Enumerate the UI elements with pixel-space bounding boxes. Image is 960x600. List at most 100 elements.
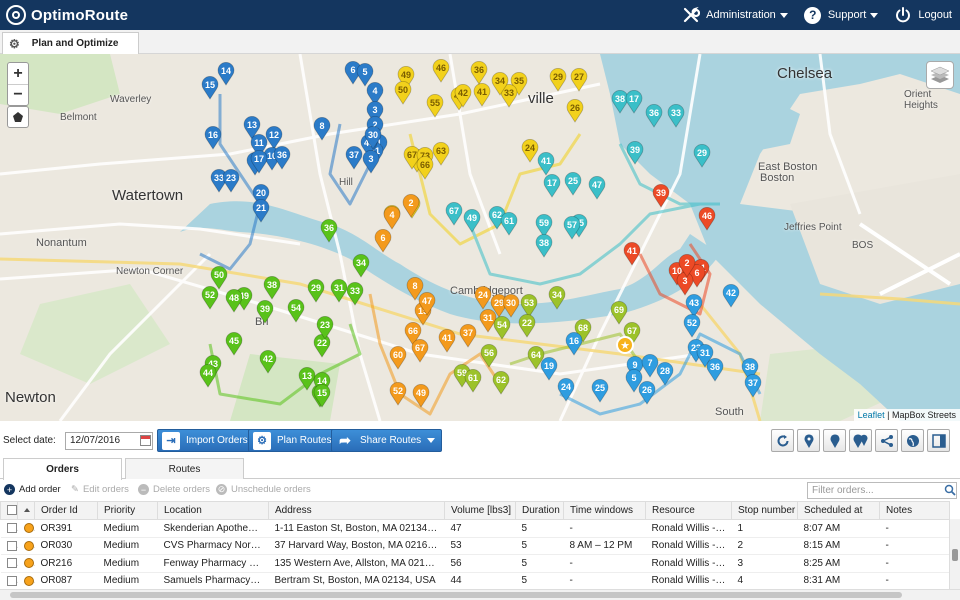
route-stop-marker[interactable]: 33 [500,84,518,108]
route-stop-marker[interactable]: 36 [273,146,291,170]
route-stop-marker[interactable]: 8 [406,277,424,301]
route-stop-marker[interactable]: 29 [693,144,711,168]
route-stop-marker[interactable]: 62 [492,371,510,395]
route-stop-marker[interactable]: 15 [313,384,331,408]
column-header[interactable]: Location [157,501,269,520]
select-all-checkbox[interactable] [0,501,18,520]
route-stop-marker[interactable]: 27 [570,68,588,92]
route-stop-marker[interactable]: 14 [217,62,235,86]
route-stop-marker[interactable]: 5 [356,63,374,87]
route-stop-marker[interactable]: 61 [500,212,518,236]
route-stop-marker[interactable]: 26 [638,381,656,405]
leaflet-link[interactable]: Leaflet [857,410,885,420]
filter-orders-input[interactable]: Filter orders... [807,482,957,499]
add-order-button[interactable]: + Add order [4,484,61,495]
route-stop-marker[interactable]: 37 [459,324,477,348]
edit-orders-button[interactable]: ✎ Edit orders [71,484,129,495]
show-all-pins-button[interactable] [849,429,872,452]
route-stop-marker[interactable]: 37 [345,146,363,170]
row-checkbox[interactable] [0,519,18,538]
column-header[interactable]: Scheduled at [797,501,880,520]
column-header[interactable]: Duration [515,501,564,520]
support-menu[interactable]: ? Support [804,6,879,24]
column-header[interactable]: Address [268,501,445,520]
route-stop-marker[interactable]: 36 [645,104,663,128]
status-column-header[interactable] [17,501,35,520]
table-row[interactable]: OR216 Medium Fenway Pharmacy Bac... 135 Wes… [0,554,950,573]
route-stop-marker[interactable]: 39 [626,141,644,165]
route-stop-marker[interactable]: 38 [263,276,281,300]
route-stop-marker[interactable]: 41 [537,152,555,176]
route-stop-marker[interactable]: 36 [470,61,488,85]
share-routes-button[interactable]: ➦ Share Routes [331,429,443,452]
date-input[interactable]: 12/07/2016 [65,432,153,450]
toggle-panel-button[interactable] [927,429,950,452]
route-stop-marker[interactable]: 42 [454,84,472,108]
column-header[interactable]: Resource [645,501,732,520]
route-stop-marker[interactable]: 49 [412,384,430,408]
route-stop-marker[interactable]: 2 [678,254,696,278]
route-stop-marker[interactable]: 13 [243,116,261,140]
route-stop-marker[interactable]: 14 [313,372,331,396]
route-stop-marker[interactable]: 30 [364,126,382,150]
route-stop-marker[interactable]: 6 [374,229,392,253]
route-stop-marker[interactable]: 42 [259,350,277,374]
table-row[interactable]: OR391 Medium Skenderian Apothecary... 1-11 … [0,519,950,538]
route-stop-marker[interactable]: 30 [502,294,520,318]
route-stop-marker[interactable]: 61 [464,369,482,393]
route-stop-marker[interactable]: 54 [287,299,305,323]
route-stop-marker[interactable]: 55 [426,94,444,118]
route-stop-marker[interactable]: 31 [330,279,348,303]
route-stop-marker[interactable]: 67 [411,339,429,363]
route-stop-marker[interactable]: 16 [204,126,222,150]
route-stop-marker[interactable]: 48 [225,289,243,313]
row-checkbox[interactable] [0,537,18,555]
route-stop-marker[interactable]: 46 [698,207,716,231]
globe-button[interactable] [901,429,924,452]
route-map[interactable]: Watertown Chelsea Newton Nonantum Newton… [0,54,960,421]
column-header[interactable]: Notes [879,501,950,520]
delete-orders-button[interactable]: − Delete orders [138,484,210,495]
route-stop-marker[interactable]: 41 [438,329,456,353]
route-stop-marker[interactable]: 63 [432,142,450,166]
route-stop-marker[interactable]: 23 [316,316,334,340]
route-stop-marker[interactable]: 17 [250,150,268,174]
route-stop-marker[interactable]: 24 [557,378,575,402]
route-stop-marker[interactable]: 34 [352,254,370,278]
route-stop-marker[interactable]: 49 [463,209,481,233]
route-stop-marker[interactable]: 35 [510,72,528,96]
route-stop-marker[interactable]: 11 [250,134,268,158]
route-stop-marker[interactable]: 38 [535,234,553,258]
table-row[interactable]: OR087 Medium Samuels Pharmacy Wi... Bertram… [0,572,950,590]
layers-button[interactable] [926,61,954,89]
unschedule-orders-button[interactable]: ⊘ Unschedule orders [216,484,311,495]
plan-routes-button[interactable]: ⚙ Plan Routes [248,429,339,452]
route-stop-marker[interactable]: 57 [563,216,581,240]
route-stop-marker[interactable]: 16 [565,332,583,356]
route-stop-marker[interactable]: 50 [394,81,412,105]
route-stop-marker[interactable]: 19 [540,357,558,381]
table-row[interactable]: OR030 Medium CVS Pharmacy North E... 37 Har… [0,537,950,555]
route-stop-marker[interactable]: 8 [313,117,331,141]
tab-plan-and-optimize[interactable]: ⚙ Plan and Optimize [2,32,139,54]
route-stop-marker[interactable]: 67 [445,202,463,226]
route-stop-marker[interactable]: 56 [480,344,498,368]
route-stop-marker[interactable]: 9 [626,356,644,380]
route-stop-marker[interactable]: 39 [256,300,274,324]
route-stop-marker[interactable]: 67 [623,322,641,346]
route-stop-marker[interactable]: 2 [402,194,420,218]
search-icon[interactable] [944,484,956,496]
column-header[interactable]: Time windows [563,501,646,520]
route-stop-marker[interactable]: 60 [389,346,407,370]
calendar-icon[interactable] [140,435,151,446]
zoom-in-button[interactable]: + [13,64,23,82]
show-unscheduled-button[interactable] [823,429,846,452]
route-stop-marker[interactable]: 37 [744,374,762,398]
route-stop-marker[interactable]: 49 [397,66,415,90]
route-stop-marker[interactable]: 26 [566,99,584,123]
import-orders-button[interactable]: ⇥ Import Orders [157,429,255,452]
tab-orders[interactable]: Orders [3,458,122,480]
draw-polygon-button[interactable] [7,106,29,128]
route-stop-marker[interactable]: 66 [404,322,422,346]
route-stop-marker[interactable]: 42 [722,284,740,308]
